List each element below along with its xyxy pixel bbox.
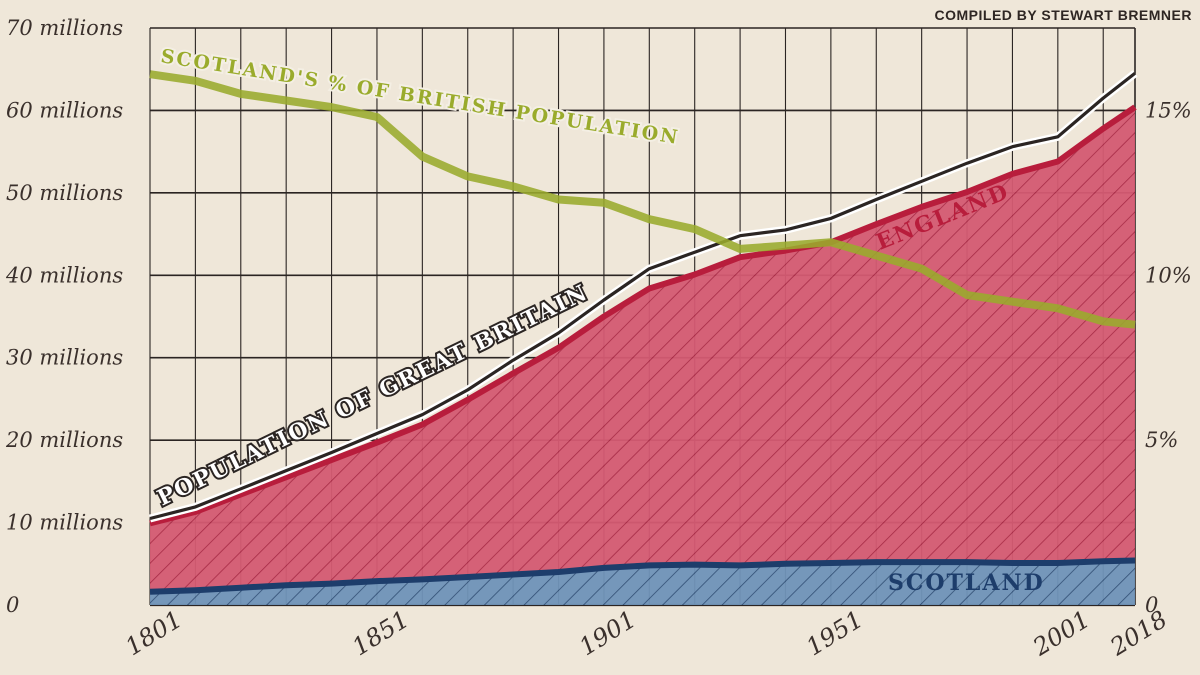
y-tick-right: 15%	[1145, 98, 1192, 122]
y-tick-left: 0	[6, 593, 19, 617]
england-area	[150, 107, 1135, 592]
x-tick: 1951	[801, 605, 868, 661]
scotland-area	[150, 560, 1135, 605]
label-scotland: SCOTLAND	[888, 570, 1045, 596]
x-tick: 1801	[120, 605, 187, 661]
stacked-areas	[150, 107, 1135, 605]
y-tick-left: 20 millions	[5, 428, 123, 452]
x-tick: 1851	[347, 605, 414, 661]
y-tick-left: 40 millions	[5, 263, 123, 287]
scotland-line	[149, 557, 1136, 595]
label-scotland-share: SCOTLAND'S % OF BRITISH POPULATION	[159, 45, 681, 149]
y-tick-right: 10%	[1145, 263, 1192, 287]
x-tick: 1901	[574, 605, 641, 661]
x-tick: 2001	[1027, 605, 1094, 662]
credit-text: COMPILED BY STEWART BREMNER	[935, 7, 1192, 23]
y-tick-left: 60 millions	[6, 98, 123, 122]
x-tick: 2018	[1105, 605, 1172, 662]
y-tick-right: 5%	[1145, 428, 1178, 452]
series-lines	[149, 70, 1138, 595]
scotland-share-line	[149, 70, 1136, 329]
y-tick-left: 30 millions	[6, 346, 123, 370]
y-tick-left: 50 millions	[6, 181, 123, 205]
y-tick-left: 10 millions	[6, 511, 123, 535]
y-tick-right: 0	[1145, 593, 1158, 617]
great-britain-line	[149, 72, 1136, 521]
y-tick-left: 70 millions	[6, 16, 123, 40]
england-line	[149, 104, 1137, 527]
